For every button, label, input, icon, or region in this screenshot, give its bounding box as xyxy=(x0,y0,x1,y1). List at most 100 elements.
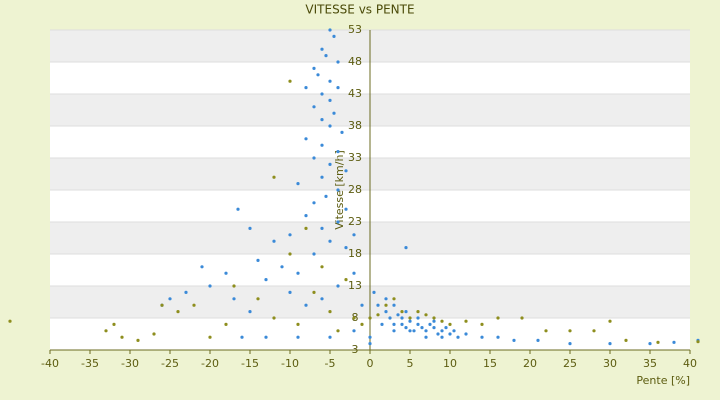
point xyxy=(352,233,356,237)
y-tick-label: 23 xyxy=(348,215,362,228)
point xyxy=(424,329,428,333)
point xyxy=(336,150,340,154)
point xyxy=(328,124,332,128)
x-tick-label: 5 xyxy=(407,357,414,370)
x-tick-label: -20 xyxy=(201,357,219,370)
point xyxy=(344,207,348,211)
point xyxy=(372,290,376,294)
y-tick-label: 13 xyxy=(348,279,362,292)
x-tick-label: 10 xyxy=(443,357,457,370)
point xyxy=(256,258,260,262)
point xyxy=(608,342,612,346)
point xyxy=(400,322,404,326)
x-tick-label: -40 xyxy=(41,357,59,370)
point xyxy=(324,194,328,198)
point xyxy=(360,322,364,326)
point xyxy=(496,335,500,339)
point xyxy=(296,322,300,326)
point xyxy=(464,319,468,323)
point xyxy=(440,329,444,333)
point xyxy=(312,66,316,70)
point xyxy=(352,316,356,320)
point xyxy=(288,79,292,83)
point xyxy=(304,214,308,218)
point xyxy=(384,303,388,307)
point xyxy=(480,335,484,339)
point xyxy=(320,226,324,230)
point xyxy=(440,319,444,323)
point xyxy=(400,310,404,314)
point xyxy=(176,310,180,314)
point xyxy=(160,303,164,307)
point xyxy=(256,297,260,301)
point xyxy=(304,86,308,90)
point xyxy=(608,319,612,323)
point xyxy=(388,316,392,320)
point xyxy=(624,338,628,342)
x-tick-label: -5 xyxy=(325,357,336,370)
point xyxy=(696,340,700,344)
point xyxy=(380,322,384,326)
point xyxy=(344,169,348,173)
point xyxy=(296,271,300,275)
point xyxy=(392,303,396,307)
x-tick-label: -30 xyxy=(121,357,139,370)
x-tick-label: 0 xyxy=(367,357,374,370)
x-tick-label: 35 xyxy=(643,357,657,370)
point xyxy=(352,271,356,275)
point xyxy=(368,335,372,339)
point xyxy=(404,310,408,314)
point xyxy=(512,338,516,342)
point xyxy=(224,322,228,326)
y-tick-label: 43 xyxy=(348,87,362,100)
point xyxy=(408,316,412,320)
point xyxy=(404,326,408,330)
point xyxy=(312,290,316,294)
point xyxy=(408,329,412,333)
point xyxy=(392,297,396,301)
point xyxy=(592,329,596,333)
point xyxy=(536,338,540,342)
point xyxy=(184,290,188,294)
point xyxy=(304,137,308,141)
point xyxy=(288,233,292,237)
point xyxy=(272,239,276,243)
point xyxy=(344,246,348,250)
point xyxy=(328,335,332,339)
point xyxy=(168,297,172,301)
point xyxy=(232,297,236,301)
point xyxy=(360,303,364,307)
y-tick-label: 53 xyxy=(348,23,362,36)
x-tick-label: -10 xyxy=(281,357,299,370)
point xyxy=(544,329,548,333)
point xyxy=(336,86,340,90)
point xyxy=(424,335,428,339)
point xyxy=(312,201,316,205)
point xyxy=(304,303,308,307)
point xyxy=(312,105,316,109)
point xyxy=(8,319,12,323)
point xyxy=(456,335,460,339)
point xyxy=(328,28,332,32)
point xyxy=(336,329,340,333)
point xyxy=(208,284,212,288)
point xyxy=(436,332,440,336)
point xyxy=(428,322,432,326)
y-tick-label: 18 xyxy=(348,247,362,260)
point xyxy=(432,316,436,320)
point xyxy=(368,316,372,320)
point xyxy=(392,322,396,326)
point xyxy=(312,156,316,160)
point xyxy=(272,316,276,320)
point xyxy=(288,290,292,294)
point xyxy=(336,188,340,192)
point xyxy=(336,220,340,224)
x-tick-label: -35 xyxy=(81,357,99,370)
point xyxy=(296,182,300,186)
point xyxy=(328,162,332,166)
point xyxy=(344,278,348,282)
chart-title: VITESSE vs PENTE xyxy=(305,3,414,17)
point xyxy=(232,284,236,288)
point xyxy=(352,329,356,333)
